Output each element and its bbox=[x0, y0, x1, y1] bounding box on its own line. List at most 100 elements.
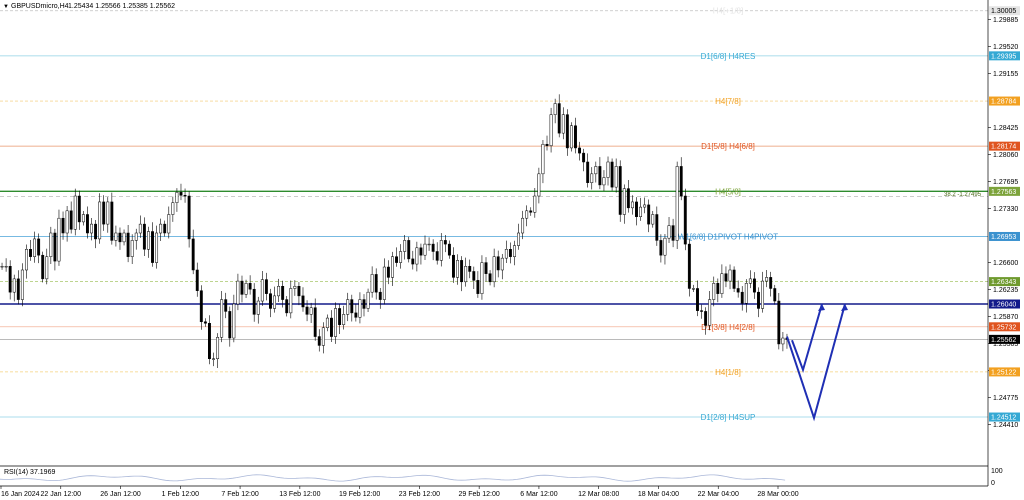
candle-body bbox=[256, 300, 260, 315]
candle-body bbox=[37, 238, 41, 256]
candle-body bbox=[81, 214, 85, 223]
price-tag-value: 1.30005 bbox=[991, 8, 1016, 15]
price-tag bbox=[989, 277, 1020, 287]
candle-body bbox=[159, 223, 163, 234]
candle-body bbox=[513, 245, 516, 257]
last-price-value: 1.25562 bbox=[991, 337, 1016, 344]
level-label: W1[6/8] D1PIVOT H4PIVOT bbox=[678, 232, 778, 241]
candle-body bbox=[447, 243, 451, 256]
candle-body bbox=[578, 147, 581, 154]
candle-body bbox=[484, 262, 488, 274]
candle-body bbox=[0, 266, 4, 268]
level-label: H4[1/8] bbox=[715, 368, 741, 377]
projection-path bbox=[791, 303, 823, 374]
candle-body bbox=[12, 278, 16, 293]
x-tick-label: 12 Mar 08:00 bbox=[578, 491, 619, 498]
level-label: D1[3/8] H4[2/8] bbox=[701, 323, 755, 332]
candle-body bbox=[305, 306, 309, 315]
y-tick-label: 1.29155 bbox=[993, 71, 1018, 78]
candle-body bbox=[102, 201, 106, 225]
candle-body bbox=[480, 262, 484, 294]
candle-body bbox=[293, 286, 297, 289]
candle-body bbox=[65, 210, 69, 234]
candle-body bbox=[212, 358, 215, 360]
candle-body bbox=[655, 214, 659, 241]
candle-body bbox=[651, 214, 655, 225]
x-tick-label: 22 Mar 04:00 bbox=[698, 491, 739, 498]
candle-body bbox=[321, 327, 325, 346]
candle-body bbox=[777, 300, 781, 345]
candle-body bbox=[151, 231, 154, 263]
candle-body bbox=[362, 299, 366, 309]
candle-body bbox=[366, 291, 370, 309]
candle-body bbox=[167, 214, 171, 234]
candle-body bbox=[309, 307, 313, 315]
candle-body bbox=[720, 273, 724, 294]
candle-body bbox=[598, 166, 602, 186]
x-tick-label: 7 Feb 12:00 bbox=[221, 491, 258, 498]
candle-body bbox=[330, 317, 333, 337]
ohlc-values: 1.25434 1.25566 1.25385 1.25562 bbox=[68, 3, 175, 10]
candle-body bbox=[781, 337, 785, 345]
candle-body bbox=[761, 280, 765, 309]
candle-body bbox=[553, 103, 557, 115]
candle-body bbox=[106, 201, 110, 225]
candle-body bbox=[639, 206, 643, 217]
candle-body bbox=[69, 210, 73, 230]
candle-body bbox=[460, 260, 464, 283]
price-tag-value: 1.27563 bbox=[991, 189, 1016, 196]
level-label: H4[7/8] bbox=[715, 97, 741, 106]
price-tag-value: 1.25732 bbox=[991, 324, 1016, 331]
price-tag-value: 1.26343 bbox=[991, 279, 1016, 286]
candle-body bbox=[724, 273, 728, 282]
candle-body bbox=[610, 161, 614, 188]
y-tick-label: 1.26235 bbox=[993, 287, 1018, 294]
x-tick-label: 18 Mar 04:00 bbox=[638, 491, 679, 498]
candle-body bbox=[500, 257, 504, 271]
price-tag bbox=[989, 6, 1020, 16]
candle-body bbox=[45, 256, 49, 280]
candle-body bbox=[683, 195, 687, 245]
candle-body bbox=[118, 232, 122, 243]
candle-body bbox=[769, 277, 773, 289]
chart-menu-icon[interactable]: ▼ bbox=[3, 4, 9, 10]
candle-body bbox=[419, 247, 423, 256]
candle-body bbox=[569, 125, 573, 149]
candle-body bbox=[155, 232, 159, 263]
candle-body bbox=[423, 243, 427, 256]
candle-body bbox=[700, 310, 704, 312]
price-tag bbox=[989, 141, 1020, 151]
candle-body bbox=[537, 173, 541, 197]
candle-body bbox=[675, 166, 679, 241]
candle-body bbox=[77, 195, 81, 223]
y-tick-label: 1.24410 bbox=[993, 422, 1018, 429]
candle-body bbox=[399, 251, 403, 263]
candle-body bbox=[391, 256, 394, 278]
candle-body bbox=[163, 223, 167, 234]
candle-body bbox=[557, 103, 561, 134]
candle-body bbox=[508, 249, 512, 257]
price-tag-value: 1.24512 bbox=[991, 415, 1016, 422]
price-tag-value: 1.25122 bbox=[991, 369, 1016, 376]
x-tick-label: 23 Feb 12:00 bbox=[399, 491, 440, 498]
price-tag bbox=[989, 367, 1020, 377]
x-tick-label: 28 Mar 00:00 bbox=[757, 491, 798, 498]
rsi-scale-top: 100 bbox=[991, 468, 1003, 475]
candle-body bbox=[403, 240, 407, 252]
price-tag bbox=[989, 299, 1020, 309]
projection-arrowhead bbox=[841, 304, 848, 312]
candle-body bbox=[765, 277, 769, 282]
candle-body bbox=[244, 283, 248, 295]
level-label: H4[5/8] bbox=[715, 187, 741, 196]
candle-body bbox=[216, 337, 220, 359]
candle-body bbox=[354, 312, 358, 318]
candle-body bbox=[395, 256, 398, 263]
price-tag-value: 1.28784 bbox=[991, 99, 1016, 106]
candle-body bbox=[521, 217, 525, 234]
candle-body bbox=[338, 308, 342, 325]
candle-body bbox=[618, 166, 622, 215]
price-tags: 1.30005 1.29395 1.28784 1.28174 1.27563 1.269… bbox=[989, 6, 1020, 422]
candle-body bbox=[626, 188, 630, 209]
level-label: H4[+1/8] bbox=[713, 7, 743, 16]
